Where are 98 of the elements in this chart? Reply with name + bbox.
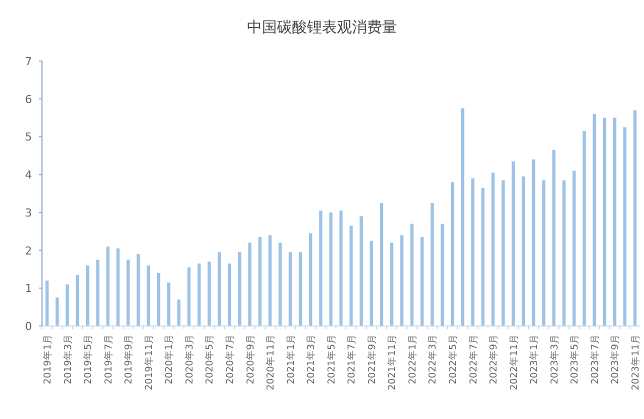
bar — [278, 242, 282, 326]
bar — [562, 180, 566, 326]
x-tick-label: 2023年7月 — [588, 334, 601, 384]
x-tick-label: 2019年1月 — [42, 334, 54, 384]
bar — [552, 150, 556, 326]
bar — [228, 264, 232, 326]
bar — [440, 224, 444, 326]
y-tick-label: 3 — [25, 206, 32, 220]
bar — [76, 274, 80, 326]
x-tick-label: 2023年11月 — [629, 334, 642, 390]
chart-title: 中国碳酸锂表观消费量 — [247, 18, 397, 36]
x-tick-label: 2022年11月 — [508, 334, 520, 390]
bar — [339, 210, 343, 326]
bar — [613, 118, 616, 326]
bar — [461, 108, 464, 326]
x-tick-label: 2020年9月 — [244, 334, 256, 384]
bar — [502, 180, 505, 326]
x-tick-label: 2020年1月 — [163, 334, 176, 384]
bar — [542, 180, 546, 326]
bar — [268, 235, 272, 326]
bar — [623, 127, 626, 326]
bar — [582, 131, 586, 326]
bar — [430, 202, 434, 326]
bar — [522, 176, 526, 326]
bar — [116, 248, 120, 326]
x-tick-label: 2022年5月 — [446, 334, 459, 384]
x-tick-label: 2023年1月 — [528, 334, 540, 384]
x-tick-label: 2023年9月 — [609, 334, 622, 384]
x-tick-label: 2020年7月 — [224, 334, 236, 384]
x-tick-label: 2019年11月 — [142, 334, 155, 390]
bar — [350, 226, 353, 326]
bar — [633, 110, 637, 326]
x-tick-label: 2021年9月 — [366, 334, 378, 384]
x-tick-label: 2021年1月 — [284, 334, 297, 384]
x-tick-label: 2021年11月 — [386, 334, 398, 390]
x-tick-label: 2022年1月 — [406, 334, 418, 384]
x-tick-label: 2021年5月 — [325, 334, 338, 384]
x-tick-label: 2021年3月 — [305, 334, 318, 384]
x-tick-label: 2019年5月 — [82, 334, 94, 384]
bar — [319, 210, 322, 326]
y-tick-label: 5 — [25, 130, 32, 144]
bar — [602, 118, 606, 326]
bar — [106, 246, 110, 326]
bar — [136, 254, 140, 326]
bar — [56, 298, 59, 326]
y-tick-label: 2 — [25, 244, 32, 258]
bar — [308, 233, 312, 326]
x-tick-label: 2022年7月 — [467, 334, 480, 384]
bar — [370, 240, 374, 326]
bar — [208, 262, 211, 326]
bar — [380, 202, 384, 326]
bar — [491, 172, 495, 326]
y-tick-label: 7 — [25, 55, 32, 68]
bar — [329, 212, 332, 326]
bar — [156, 273, 160, 326]
bar — [146, 265, 150, 326]
bar — [96, 260, 100, 326]
bar — [420, 237, 424, 326]
y-tick-label: 4 — [25, 168, 32, 182]
bar — [390, 242, 394, 326]
bar — [410, 224, 414, 326]
bar — [532, 159, 536, 326]
bar — [512, 161, 515, 326]
bar — [471, 178, 474, 326]
x-tick-label: 2023年5月 — [568, 334, 581, 384]
bar — [450, 182, 454, 326]
bar — [238, 252, 242, 326]
y-tick-label: 1 — [25, 282, 32, 296]
bar — [45, 280, 49, 326]
bar — [258, 237, 262, 326]
x-tick-label: 2019年9月 — [122, 334, 135, 384]
x-tick-label: 2020年5月 — [204, 334, 216, 384]
x-tick-label: 2021年7月 — [346, 334, 358, 384]
bar — [177, 300, 180, 326]
bar — [360, 216, 363, 326]
bar — [592, 114, 596, 326]
x-tick-label: 2019年3月 — [62, 334, 74, 384]
bar — [66, 284, 69, 326]
bar — [481, 188, 484, 326]
bar — [288, 252, 292, 326]
y-tick-label: 0 — [25, 320, 32, 333]
bar — [572, 170, 576, 326]
bar — [198, 264, 201, 326]
bar — [86, 265, 90, 326]
x-tick-label: 2022年9月 — [488, 334, 500, 384]
bar — [218, 252, 221, 326]
bar — [187, 267, 191, 326]
x-tick-label: 2022年3月 — [426, 334, 439, 384]
bar — [298, 252, 302, 326]
bar — [248, 242, 252, 326]
x-tick-label: 2020年3月 — [183, 334, 196, 384]
x-tick-label: 2019年7月 — [102, 334, 114, 384]
x-tick-label: 2023年3月 — [548, 334, 560, 384]
bar — [400, 235, 404, 326]
bar — [126, 260, 130, 326]
bar — [167, 282, 170, 326]
y-tick-label: 6 — [25, 92, 32, 106]
x-tick-label: 2020年11月 — [264, 334, 277, 390]
